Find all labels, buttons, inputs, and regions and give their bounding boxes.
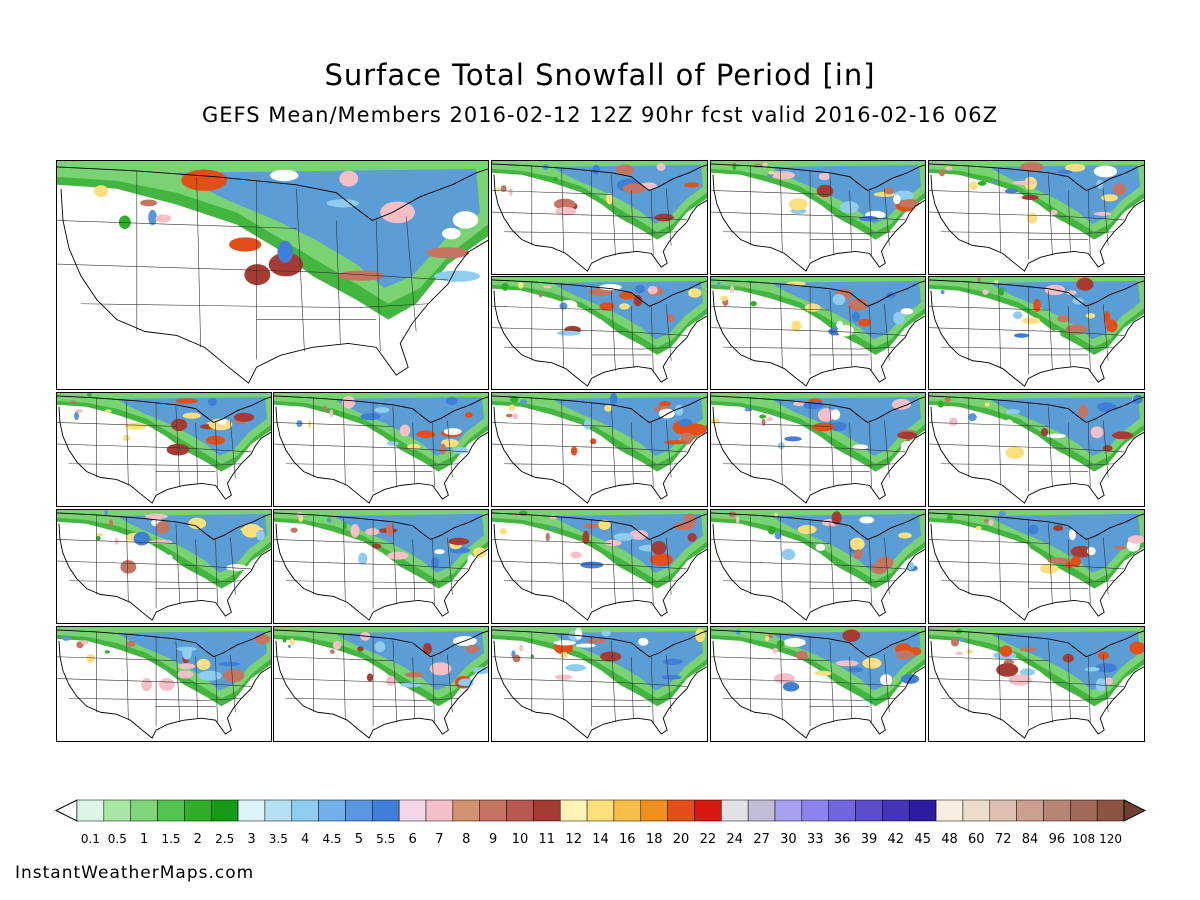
ensemble-member-panel [710, 276, 926, 390]
map-subtitle: GEFS Mean/Members 2016-02-12 12Z 90hr fc… [202, 103, 998, 127]
ensemble-member-panel [491, 626, 708, 742]
ensemble-member-panel [710, 626, 926, 742]
ensemble-mean-panel [56, 160, 489, 390]
ensemble-member-panel [491, 509, 708, 624]
ensemble-member-panel [273, 392, 489, 507]
ensemble-member-panel [710, 392, 926, 507]
ensemble-member-panel [491, 160, 708, 275]
map-title: Surface Total Snowfall of Period [in] [324, 58, 876, 92]
ensemble-member-panel [56, 509, 272, 624]
ensemble-member-panel [491, 392, 708, 507]
ensemble-member-panel [928, 626, 1145, 742]
ensemble-member-panel [928, 160, 1145, 275]
ensemble-member-panel [56, 392, 272, 507]
ensemble-member-panel [273, 509, 489, 624]
footer-credit: InstantWeatherMaps.com [15, 863, 255, 883]
ensemble-member-panel [710, 509, 926, 624]
ensemble-member-panel [56, 626, 272, 742]
ensemble-member-panel [928, 276, 1145, 390]
ensemble-member-panel [710, 160, 926, 275]
ensemble-member-panel [273, 626, 489, 742]
ensemble-member-panel [928, 509, 1145, 624]
ensemble-member-panel [928, 392, 1145, 507]
ensemble-member-panel [491, 276, 708, 390]
